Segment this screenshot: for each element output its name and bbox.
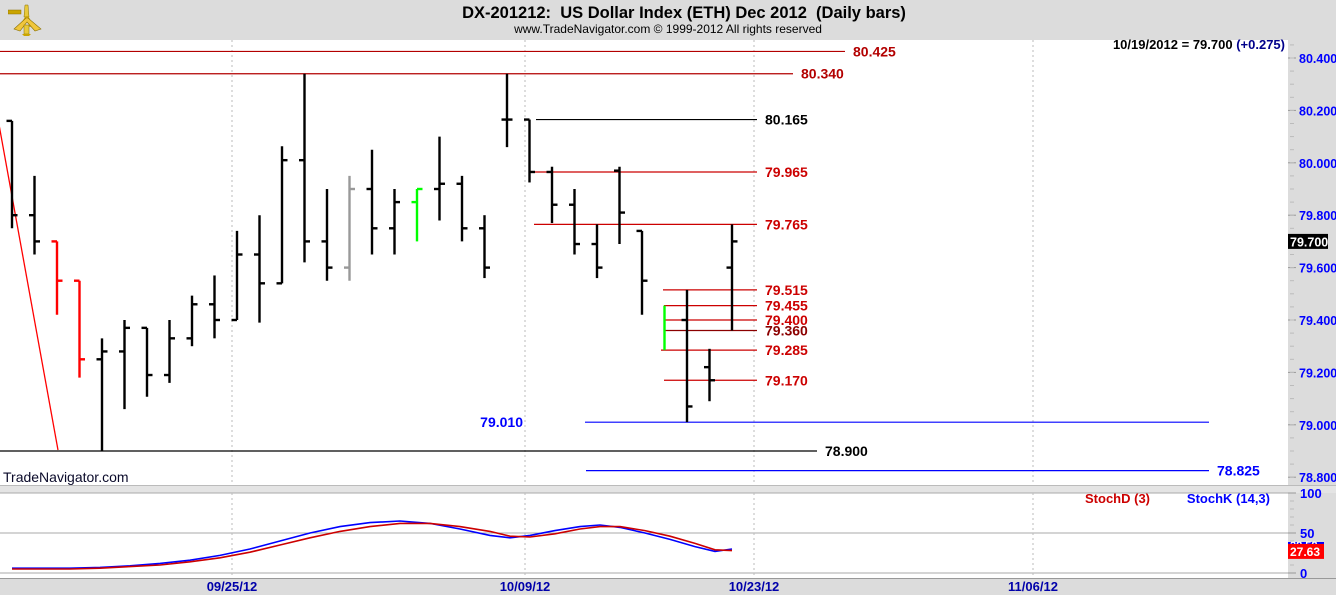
svg-text:80.340: 80.340 [801, 66, 844, 82]
svg-text:80.200: 80.200 [1299, 104, 1336, 118]
svg-text:78.900: 78.900 [825, 443, 868, 459]
svg-text:100: 100 [1300, 486, 1322, 501]
svg-text:79.800: 79.800 [1299, 209, 1336, 223]
svg-text:79.200: 79.200 [1299, 366, 1336, 380]
svg-text:10/09/12: 10/09/12 [500, 579, 551, 594]
svg-text:79.600: 79.600 [1299, 262, 1336, 276]
svg-text:27.63: 27.63 [1290, 545, 1320, 559]
svg-text:79.285: 79.285 [765, 342, 808, 358]
svg-text:79.515: 79.515 [765, 282, 808, 298]
svg-text:StochK (14,3): StochK (14,3) [1187, 491, 1270, 506]
svg-text:79.965: 79.965 [765, 164, 808, 180]
svg-text:11/06/12: 11/06/12 [1008, 579, 1058, 594]
svg-text:79.170: 79.170 [765, 372, 808, 388]
svg-text:79.360: 79.360 [765, 322, 808, 338]
svg-text:StochD (3): StochD (3) [1085, 491, 1150, 506]
svg-text:80.165: 80.165 [765, 112, 808, 128]
svg-text:79.765: 79.765 [765, 216, 808, 232]
svg-text:80.000: 80.000 [1299, 157, 1336, 171]
svg-text:78.800: 78.800 [1299, 471, 1336, 485]
svg-text:79.000: 79.000 [1299, 419, 1336, 433]
svg-text:80.400: 80.400 [1299, 52, 1336, 66]
svg-text:79.700: 79.700 [1290, 235, 1328, 249]
svg-text:09/25/12: 09/25/12 [207, 579, 258, 594]
svg-text:80.425: 80.425 [853, 43, 896, 59]
svg-text:10/23/12: 10/23/12 [729, 579, 780, 594]
svg-text:79.010: 79.010 [480, 414, 523, 430]
svg-text:79.400: 79.400 [1299, 314, 1336, 328]
svg-text:78.825: 78.825 [1217, 463, 1260, 479]
svg-text:50: 50 [1300, 526, 1314, 541]
